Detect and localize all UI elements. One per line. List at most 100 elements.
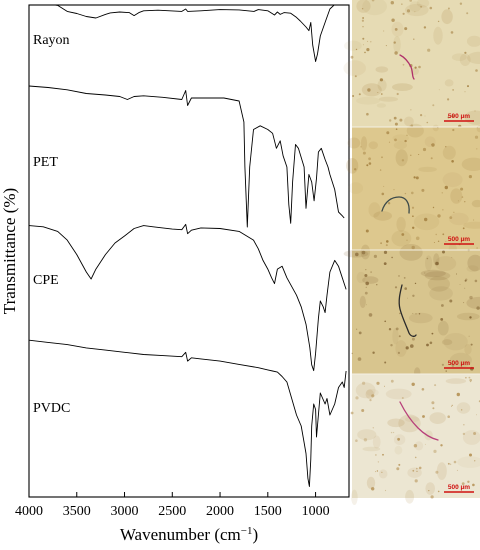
micrograph-speck: [410, 344, 414, 348]
micrograph-speck: [456, 469, 458, 471]
micrograph-speck: [355, 252, 359, 257]
micrograph-texture: [429, 286, 453, 301]
micrograph-texture: [471, 199, 480, 208]
micrograph-speck: [366, 304, 367, 306]
micrograph-speck: [405, 346, 409, 350]
micrograph-speck: [453, 211, 455, 213]
micrograph-speck: [372, 351, 375, 354]
micrograph-speck: [469, 378, 473, 382]
micrograph-speck: [365, 281, 370, 286]
micrograph-speck: [393, 189, 395, 191]
micrograph-speck: [418, 65, 421, 69]
micrograph-speck: [368, 313, 373, 317]
micrograph-texture: [445, 378, 467, 384]
micrograph-speck: [451, 257, 453, 258]
micrograph-speck: [394, 51, 398, 55]
micrograph-speck: [464, 91, 466, 93]
micrograph-speck: [414, 66, 417, 69]
micrograph-texture: [457, 456, 480, 468]
micrograph-texture: [406, 123, 424, 138]
micrograph-speck: [411, 337, 415, 341]
micrograph-speck: [467, 85, 469, 88]
micrograph-texture: [356, 96, 380, 105]
micrograph-texture: [442, 145, 456, 160]
micrograph-texture: [362, 446, 381, 452]
micrograph-speck: [420, 5, 423, 8]
micrograph-speck: [461, 196, 464, 198]
micrograph-speck: [430, 157, 433, 160]
micrograph-speck: [407, 297, 408, 299]
micrograph-speck: [376, 381, 380, 385]
micrograph-speck: [470, 381, 471, 383]
micrograph-texture: [466, 296, 480, 310]
micrograph-texture: [373, 211, 393, 221]
micrograph-speck: [474, 110, 476, 112]
micrograph-speck: [468, 376, 471, 379]
micrograph-speck: [426, 257, 429, 260]
micrograph-speck: [365, 269, 367, 271]
micrograph-speck: [394, 28, 398, 31]
micrograph-speck: [406, 134, 408, 136]
micrograph-speck: [364, 291, 368, 295]
micrograph-texture: [376, 103, 387, 108]
micrograph-speck: [362, 37, 365, 40]
micrograph-speck: [379, 78, 383, 82]
micrograph-texture: [375, 66, 389, 73]
micrograph-speck: [396, 92, 399, 96]
micrograph-speck: [435, 261, 439, 266]
micrograph-speck: [391, 18, 395, 22]
micrograph-speck: [413, 38, 415, 40]
micrograph-speck: [468, 175, 472, 179]
micrograph-texture: [347, 137, 361, 149]
micrograph-speck: [413, 444, 418, 448]
micrograph-speck: [431, 143, 435, 147]
micrograph-texture: [368, 202, 381, 218]
micrograph-speck: [399, 118, 403, 122]
micrograph-speck: [452, 128, 455, 132]
micrograph-panel: 500 µm: [350, 374, 480, 505]
micrograph-speck: [452, 89, 454, 91]
micrograph-speck: [459, 2, 463, 5]
micrograph-speck: [432, 407, 435, 410]
micrograph-speck: [461, 482, 465, 485]
micrograph-texture: [461, 157, 480, 171]
micrograph-speck: [411, 245, 415, 250]
x-axis-label: Wavenumber (cm−1): [120, 525, 258, 544]
micrograph-speck: [469, 295, 473, 300]
micrograph-speck: [474, 460, 476, 462]
micrograph-speck: [411, 191, 414, 195]
micrograph-texture: [414, 441, 424, 451]
micrograph-speck: [429, 6, 433, 10]
micrograph-speck: [386, 240, 389, 243]
micrograph-speck: [469, 316, 472, 319]
micrograph-speck: [368, 157, 371, 161]
micrograph-speck: [394, 138, 397, 142]
micrograph-texture: [348, 182, 364, 194]
micrograph-speck: [403, 277, 406, 279]
micrograph-texture: [424, 430, 433, 441]
micrograph-texture: [434, 256, 457, 271]
micrograph-speck: [389, 119, 392, 122]
micrograph-speck: [445, 241, 447, 243]
micrograph-speck: [474, 279, 478, 283]
microplastic-fiber: [398, 284, 417, 337]
micrograph-speck: [371, 0, 375, 2]
micrograph-speck: [383, 262, 387, 265]
micrograph-speck: [451, 115, 454, 118]
micrograph-speck: [393, 116, 397, 120]
micrograph-speck: [414, 11, 416, 13]
micrograph-speck: [379, 169, 382, 171]
micrograph-speck: [441, 304, 444, 307]
micrograph-texture: [451, 53, 467, 61]
micrograph-texture: [416, 0, 430, 8]
micrograph-speck: [450, 31, 454, 34]
micrograph-speck: [350, 55, 354, 59]
micrograph-texture: [443, 333, 468, 351]
micrograph-speck: [426, 343, 429, 347]
micrograph-speck: [391, 256, 393, 259]
scale-bar-label: 500 µm: [448, 236, 470, 243]
micrograph-speck: [447, 415, 451, 419]
micrograph-speck: [404, 287, 408, 290]
micrograph-speck: [377, 461, 380, 463]
